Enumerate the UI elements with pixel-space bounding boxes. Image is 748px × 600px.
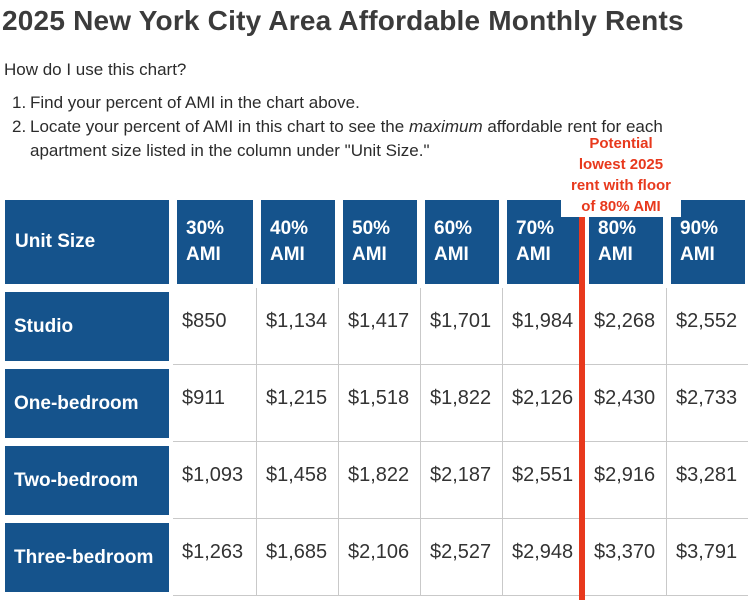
rent-cell: $1,822 xyxy=(339,442,421,519)
rent-cell: $1,984 xyxy=(503,288,585,365)
rent-cell: $911 xyxy=(173,365,257,442)
rent-cell: $1,134 xyxy=(257,288,339,365)
column-header-40-ami: 40% AMI xyxy=(257,196,339,288)
rent-cell: $2,187 xyxy=(421,442,503,519)
rent-cell: $1,458 xyxy=(257,442,339,519)
rent-cell: $850 xyxy=(173,288,257,365)
80-percent-ami-marker-line xyxy=(579,217,585,600)
rent-cell: $1,701 xyxy=(421,288,503,365)
rent-cell: $2,106 xyxy=(339,519,421,596)
rent-cell: $1,093 xyxy=(173,442,257,519)
rent-cell: $2,126 xyxy=(503,365,585,442)
instructions-list: 1. Find your percent of AMI in the chart … xyxy=(12,91,663,163)
affordable-rents-table: Unit Size 30% AMI 40% AMI 50% AMI 60% AM… xyxy=(1,196,748,596)
column-header-50-ami: 50% AMI xyxy=(339,196,421,288)
instruction-item-2: 2. Locate your percent of AMI in this cha… xyxy=(12,115,663,139)
row-label-one-bedroom: One-bedroom xyxy=(1,365,173,442)
column-header-30-ami: 30% AMI xyxy=(173,196,257,288)
intro-question: How do I use this chart? xyxy=(4,60,187,79)
rent-cell: $3,281 xyxy=(667,442,748,519)
column-header-60-ami: 60% AMI xyxy=(421,196,503,288)
annotation-line: Potential xyxy=(589,135,653,152)
instruction-number: 2. xyxy=(12,117,27,136)
row-label-studio: Studio xyxy=(1,288,173,365)
annotation-line: lowest 2025 xyxy=(578,156,664,173)
rent-cell: $1,417 xyxy=(339,288,421,365)
instruction-text: Find your percent of AMI in the chart ab… xyxy=(30,93,360,112)
instruction-item-2-line-2: apartment size listed in the column unde… xyxy=(30,141,430,160)
rent-cell: $2,268 xyxy=(585,288,667,365)
annotation-callout: Potential lowest 2025 rent with floor of… xyxy=(561,133,681,217)
annotation-line: of 80% AMI xyxy=(581,198,661,215)
instruction-number: 1. xyxy=(12,93,27,112)
rent-cell: $3,370 xyxy=(585,519,667,596)
emphasis-word: maximum xyxy=(408,117,483,136)
page-title: 2025 New York City Area Affordable Month… xyxy=(2,5,684,36)
rent-cell: $2,551 xyxy=(503,442,585,519)
rent-cell: $1,685 xyxy=(257,519,339,596)
rent-cell: $2,733 xyxy=(667,365,748,442)
instruction-item-1: 1. Find your percent of AMI in the chart … xyxy=(12,91,663,115)
rent-cell: $1,263 xyxy=(173,519,257,596)
rent-cell: $1,518 xyxy=(339,365,421,442)
annotation-line: rent with floor xyxy=(571,177,671,194)
row-label-two-bedroom: Two-bedroom xyxy=(1,442,173,519)
table-row-three-bedroom: Three-bedroom $1,263 $1,685 $2,106 $2,52… xyxy=(1,519,748,596)
column-header-unit-size: Unit Size xyxy=(1,196,173,288)
table-row-one-bedroom: One-bedroom $911 $1,215 $1,518 $1,822 $2… xyxy=(1,365,748,442)
rent-cell: $1,215 xyxy=(257,365,339,442)
rent-cell: $1,822 xyxy=(421,365,503,442)
rent-cell: $3,791 xyxy=(667,519,748,596)
rent-cell: $2,916 xyxy=(585,442,667,519)
table-row-studio: Studio $850 $1,134 $1,417 $1,701 $1,984 … xyxy=(1,288,748,365)
rent-cell: $2,430 xyxy=(585,365,667,442)
row-label-three-bedroom: Three-bedroom xyxy=(1,519,173,596)
instruction-text: Locate your percent of AMI in this chart… xyxy=(30,117,663,136)
rent-cell: $2,527 xyxy=(421,519,503,596)
table-row-two-bedroom: Two-bedroom $1,093 $1,458 $1,822 $2,187 … xyxy=(1,442,748,519)
rent-cell: $2,552 xyxy=(667,288,748,365)
rent-cell: $2,948 xyxy=(503,519,585,596)
